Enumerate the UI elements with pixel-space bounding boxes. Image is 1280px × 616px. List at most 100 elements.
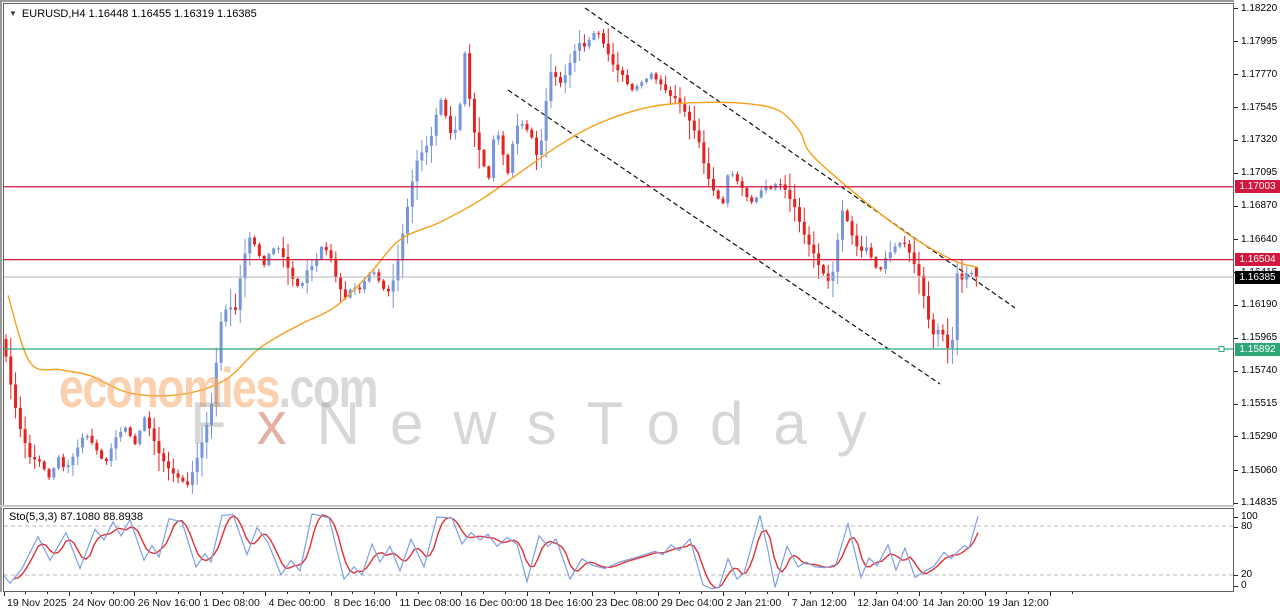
time-axis-tick bbox=[658, 592, 659, 596]
price-axis-label: 1.17320 bbox=[1241, 134, 1278, 146]
stoch-signal-line bbox=[13, 514, 979, 589]
trend-channel[interactable] bbox=[507, 7, 1016, 385]
time-axis-label: 1 Dec 08:00 bbox=[203, 597, 260, 609]
price-axis-tick bbox=[1234, 338, 1238, 339]
time-axis-tick bbox=[440, 592, 441, 594]
time-axis-tick bbox=[527, 592, 528, 596]
price-tag-level: 1.16504 bbox=[1235, 253, 1280, 267]
horizontal-levels[interactable] bbox=[4, 186, 1233, 353]
line-handle[interactable] bbox=[1218, 346, 1225, 353]
time-axis-tick bbox=[832, 592, 833, 594]
price-axis[interactable]: 1.18220 1.17995 1.17770 1.17545 1.17320 1.170… bbox=[1234, 0, 1280, 616]
stoch-axis-label: 20 bbox=[1241, 569, 1253, 580]
time-axis-tick bbox=[854, 592, 855, 596]
stochastic-canvas[interactable] bbox=[4, 509, 1233, 591]
time-axis-tick bbox=[309, 592, 310, 594]
time-axis-label: 24 Nov 00:00 bbox=[72, 597, 135, 609]
time-axis-label: 16 Dec 00:00 bbox=[464, 597, 528, 609]
price-axis-label: 1.17995 bbox=[1241, 35, 1278, 47]
time-axis-label: 19 Nov 2025 bbox=[7, 597, 67, 609]
time-axis-tick bbox=[701, 592, 702, 594]
time-axis-tick bbox=[788, 592, 789, 596]
time-axis-label: 18 Dec 16:00 bbox=[530, 597, 593, 609]
price-axis-tick bbox=[1234, 140, 1238, 141]
price-axis-tick bbox=[1234, 107, 1238, 108]
price-axis-label: 1.16640 bbox=[1241, 233, 1278, 245]
time-axis-tick bbox=[352, 592, 353, 594]
price-axis-tick bbox=[1234, 305, 1238, 306]
time-axis-tick bbox=[897, 592, 898, 594]
time-axis-tick bbox=[287, 592, 288, 594]
candles-layer bbox=[4, 28, 978, 494]
time-axis-tick bbox=[374, 592, 375, 594]
stoch-axis-tick bbox=[1234, 517, 1238, 518]
time-axis-tick bbox=[47, 592, 48, 594]
time-axis-tick bbox=[679, 592, 680, 594]
time-axis-tick bbox=[331, 592, 332, 596]
price-axis-label: 1.14835 bbox=[1241, 497, 1278, 509]
time-axis-tick bbox=[810, 592, 811, 594]
stoch-axis-tick bbox=[1234, 575, 1238, 576]
price-axis-tick bbox=[1234, 404, 1238, 405]
time-axis-tick bbox=[418, 592, 419, 594]
price-axis-tick bbox=[1234, 74, 1238, 75]
time-axis-label: 7 Jan 12:00 bbox=[791, 597, 847, 609]
price-axis-tick bbox=[1234, 371, 1238, 372]
price-axis-label: 1.15060 bbox=[1241, 464, 1278, 476]
time-axis-label: 12 Jan 04:00 bbox=[857, 597, 918, 609]
main-chart-panel[interactable]: economies.com FxNewsToday ▼ EURUSD,H4 1.1… bbox=[3, 3, 1234, 506]
price-tag-current: 1.16385 bbox=[1235, 270, 1280, 284]
stochastic-panel[interactable]: Sto(5,3,3) 87.1080 88.8938 bbox=[3, 508, 1234, 592]
stoch-axis-label: 0 bbox=[1241, 580, 1247, 591]
time-axis-tick bbox=[1028, 592, 1029, 594]
time-axis-tick bbox=[963, 592, 964, 594]
time-axis-tick bbox=[941, 592, 942, 594]
time-axis-tick bbox=[549, 592, 550, 594]
price-axis-tick bbox=[1234, 503, 1238, 504]
price-tag-level: 1.17003 bbox=[1235, 180, 1280, 194]
price-axis-tick bbox=[1234, 206, 1238, 207]
panel-separator[interactable] bbox=[0, 505, 1280, 507]
price-axis-label: 1.15965 bbox=[1241, 332, 1278, 344]
window-border-left bbox=[0, 0, 2, 616]
time-axis-label: 26 Nov 16:00 bbox=[137, 597, 201, 609]
price-axis-tick bbox=[1234, 41, 1238, 42]
price-axis-label: 1.18220 bbox=[1241, 2, 1278, 14]
time-axis-tick bbox=[222, 592, 223, 594]
time-axis-tick bbox=[243, 592, 244, 594]
time-axis-tick bbox=[505, 592, 506, 594]
time-axis-tick bbox=[461, 592, 462, 596]
price-axis-label: 1.15515 bbox=[1241, 398, 1278, 410]
moving-average-line[interactable] bbox=[7, 101, 979, 397]
time-axis-tick bbox=[614, 592, 615, 594]
time-axis-label: 23 Dec 08:00 bbox=[595, 597, 659, 609]
price-tag-level: 1.15892 bbox=[1235, 342, 1280, 356]
time-axis-label: 8 Dec 16:00 bbox=[334, 597, 391, 609]
time-axis-tick bbox=[636, 592, 637, 594]
price-axis-label: 1.17545 bbox=[1241, 101, 1278, 113]
time-axis-label: 19 Jan 12:00 bbox=[988, 597, 1049, 609]
symbol-dropdown-icon[interactable]: ▼ bbox=[9, 9, 17, 18]
time-axis-tick bbox=[178, 592, 179, 594]
time-axis-tick bbox=[1072, 592, 1073, 594]
price-chart-canvas[interactable] bbox=[4, 4, 1233, 505]
time-axis-tick bbox=[4, 592, 5, 596]
time-axis-tick bbox=[265, 592, 266, 596]
stoch-main-line bbox=[4, 513, 979, 590]
stoch-axis-label: 100 bbox=[1241, 511, 1258, 522]
price-axis-label: 1.15740 bbox=[1241, 365, 1278, 377]
price-axis-tick bbox=[1234, 436, 1238, 437]
price-axis-tick bbox=[1234, 173, 1238, 174]
chart-title-text: EURUSD,H4 1.16448 1.16455 1.16319 1.1638… bbox=[21, 8, 257, 20]
time-axis-tick bbox=[1050, 592, 1051, 596]
time-axis-label: 14 Jan 20:00 bbox=[922, 597, 984, 609]
price-axis-tick bbox=[1234, 239, 1238, 240]
time-axis-tick bbox=[745, 592, 746, 594]
time-axis[interactable]: 19 Nov 2025 24 Nov 00:00 26 Nov 16:00 1 Dec… bbox=[0, 592, 1280, 616]
time-axis-tick bbox=[396, 592, 397, 596]
time-axis-tick bbox=[156, 592, 157, 594]
time-axis-label: 4 Dec 00:00 bbox=[268, 597, 326, 609]
time-axis-tick bbox=[134, 592, 135, 596]
price-axis-tick bbox=[1234, 8, 1238, 9]
